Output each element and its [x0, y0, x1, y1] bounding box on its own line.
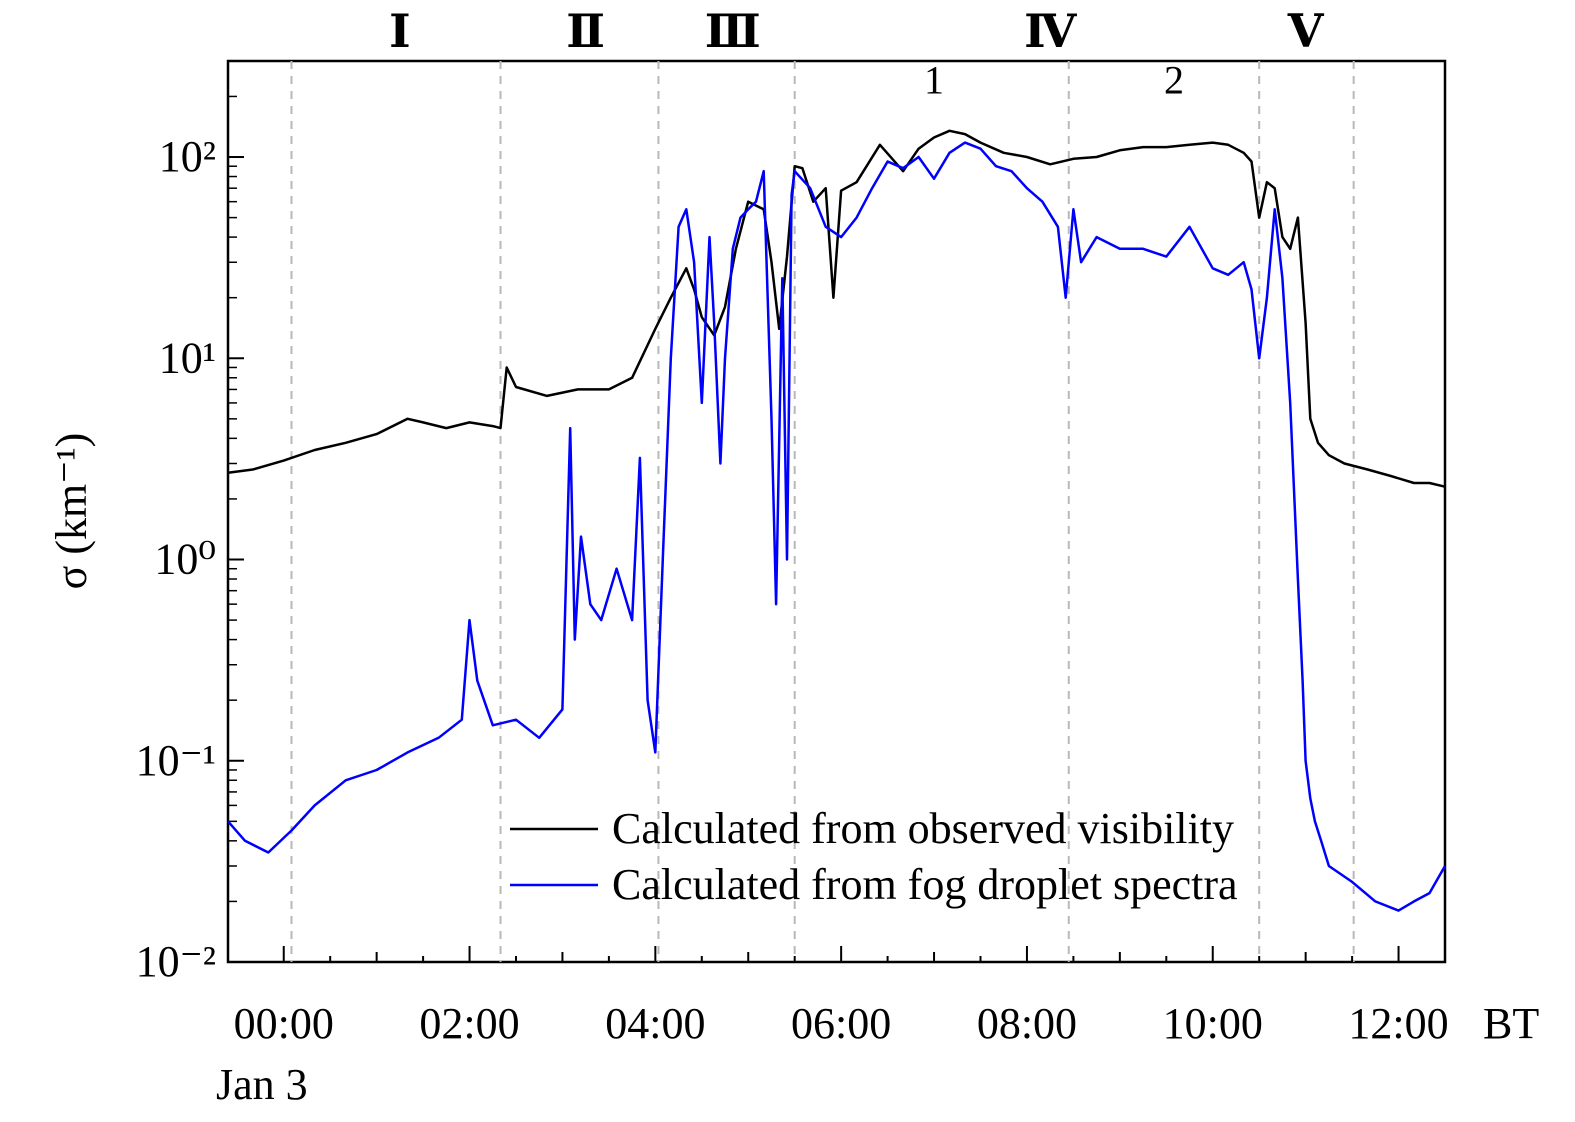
- x-axis: 00:00 02:00 04:00 06:00 08:00 10:00 12:00: [234, 946, 1449, 1048]
- x-tick-label-0: 00:00: [234, 999, 334, 1048]
- y-tick-label-4: 10²: [159, 132, 216, 181]
- stage-label-0: Ⅰ: [389, 6, 411, 57]
- y-tick-label-2: 10⁰: [154, 535, 216, 584]
- x-tick-label-1: 02:00: [419, 999, 519, 1048]
- x-tick-label-2: 04:00: [605, 999, 705, 1048]
- y-axis-label: σ (km⁻¹): [47, 433, 96, 590]
- stage-label-2: Ⅲ: [705, 6, 761, 57]
- series-line-0: [227, 129, 1446, 488]
- date-label: Jan 3: [216, 1060, 308, 1109]
- stage-label-3: Ⅳ: [1024, 6, 1077, 57]
- stage-label-1: Ⅱ: [566, 6, 605, 57]
- legend-label-0: Calculated from observed visibility: [612, 804, 1234, 853]
- stage-label-4: Ⅴ: [1287, 6, 1325, 57]
- plot-frame: [226, 59, 1447, 964]
- sub-period-label-0: 1: [924, 57, 944, 102]
- series-line-1: [227, 141, 1447, 912]
- y-tick-label-0: 10⁻²: [136, 937, 216, 986]
- y-axis: 10⁻² 10⁻¹ 10⁰ 10¹ 10²: [136, 132, 244, 986]
- x-tick-label-5: 10:00: [1163, 999, 1263, 1048]
- x-tick-label-4: 08:00: [977, 999, 1077, 1048]
- series-lines: [227, 129, 1447, 912]
- minor-ticks: [228, 60, 1446, 962]
- legend-label-1: Calculated from fog droplet spectra: [612, 860, 1238, 909]
- legend: Calculated from observed visibility Calc…: [510, 804, 1238, 909]
- stage-labels: Ⅰ Ⅱ Ⅲ Ⅳ Ⅴ: [389, 6, 1325, 57]
- y-tick-label-3: 10¹: [159, 333, 216, 382]
- x-tick-label-3: 06:00: [791, 999, 891, 1048]
- sub-period-label-1: 2: [1164, 57, 1184, 102]
- x-tick-label-6: 12:00: [1348, 999, 1448, 1048]
- y-tick-label-1: 10⁻¹: [136, 736, 216, 785]
- x-unit-label: BT: [1483, 999, 1539, 1048]
